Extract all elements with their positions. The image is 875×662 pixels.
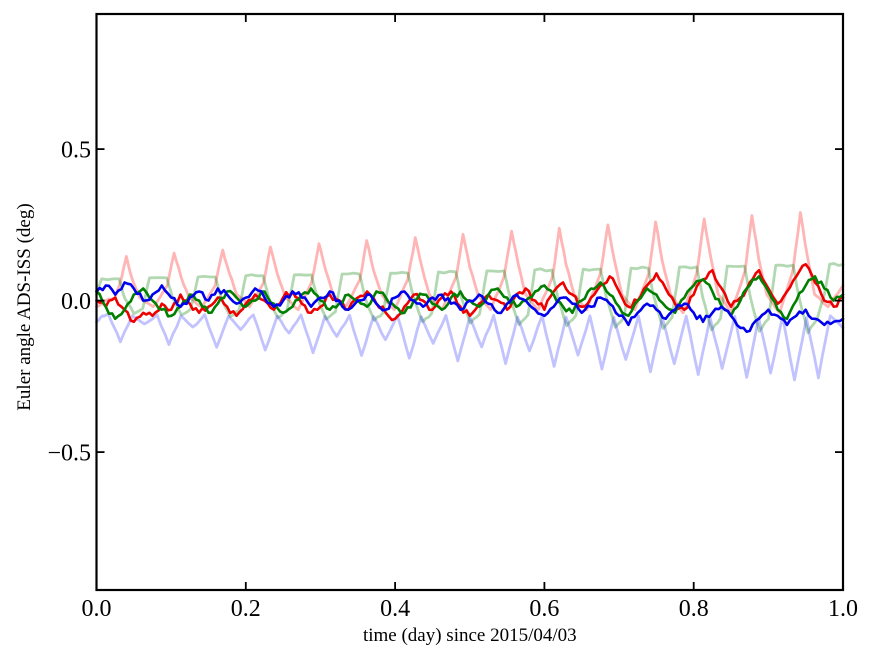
- x-axis-label: time (day) since 2015/04/03: [363, 625, 577, 646]
- y-tick-label: −0.5: [47, 441, 91, 467]
- x-tick-label: 0.0: [82, 596, 112, 622]
- y-axis-label: Euler angle ADS-ISS (deg): [14, 203, 35, 410]
- series-layer: [95, 211, 845, 382]
- y-tick-label: 0.5: [61, 138, 91, 164]
- tick-label-layer: 0.0 0.2 0.4 0.6 0.8 1.0 −0.5 0.0 0.5: [47, 138, 858, 622]
- x-tick-label: 0.8: [679, 596, 709, 622]
- y-tick-label: 0.0: [61, 289, 91, 315]
- pale-red-line: [95, 211, 845, 315]
- tick-layer: [95, 14, 844, 590]
- x-tick-label: 0.4: [380, 596, 410, 622]
- x-tick-label: 0.2: [231, 596, 261, 622]
- pale-blue-line: [95, 312, 845, 382]
- x-tick-label: 0.6: [529, 596, 559, 622]
- x-tick-label: 1.0: [828, 596, 858, 622]
- plot-border: [95, 12, 845, 592]
- blue-line: [95, 281, 845, 333]
